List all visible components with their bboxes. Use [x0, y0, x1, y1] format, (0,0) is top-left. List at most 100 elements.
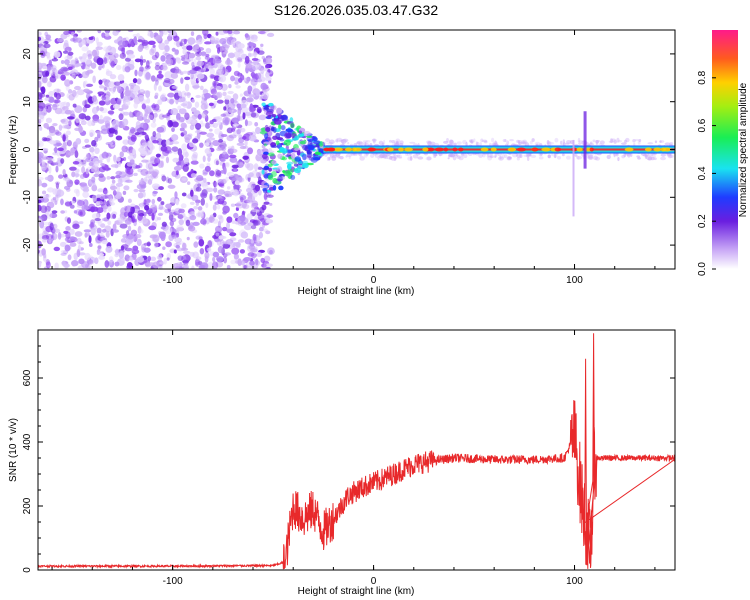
spectrogram-noise-blob — [241, 135, 247, 140]
spectrogram-halo-blob — [666, 153, 672, 157]
spectrogram-noise-blob — [186, 181, 191, 185]
spectrogram-noise-blob — [160, 55, 166, 62]
spectrogram-noise-blob — [245, 97, 254, 103]
spectrogram-noise-blob — [95, 46, 103, 51]
spectrogram-noise-blob — [210, 37, 218, 41]
spectrogram-noise-blob — [158, 70, 162, 75]
spectrogram-noise-blob — [188, 52, 196, 59]
spectrogram-halo-blob — [456, 153, 459, 158]
spectrogram-noise-blob — [57, 69, 63, 75]
spectrogram-halo-blob — [632, 138, 636, 143]
spectrogram-noise-blob — [53, 246, 60, 252]
spectrogram-noise-blob — [55, 194, 59, 203]
spectrogram-noise-blob — [165, 226, 173, 235]
spectrogram-halo-blob — [647, 156, 652, 161]
spectrogram-halo-blob — [557, 155, 561, 160]
spectrogram-halo-blob — [547, 154, 551, 159]
spectrogram-halo-blob — [417, 156, 424, 160]
spectrogram-noise-blob — [265, 230, 271, 235]
spectrogram-noise-blob — [218, 235, 225, 240]
spectrogram-noise-blob — [42, 76, 48, 84]
spectrogram-noise-blob — [42, 190, 47, 195]
spectrogram-halo-blob — [456, 141, 462, 145]
spectrogram-noise-blob — [182, 164, 189, 172]
spectrogram-noise-blob — [126, 217, 132, 225]
spectrogram-noise-blob — [226, 127, 233, 134]
spectrogram-noise-blob — [140, 202, 144, 209]
spectrogram-noise-blob — [56, 142, 63, 147]
spectrogram-noise-blob — [158, 85, 162, 92]
spectrogram-noise-blob — [60, 210, 66, 214]
spectrogram-noise-blob — [213, 100, 218, 106]
spectrogram-transition-blob — [261, 153, 268, 160]
spectrogram-halo-blob — [370, 153, 375, 158]
spectrogram-noise-blob — [108, 132, 114, 138]
spectrogram-noise-blob — [117, 45, 126, 52]
spectrogram-noise-blob — [174, 237, 182, 243]
spectrogram-noise-blob — [191, 154, 198, 162]
spectrogram-transition-blob — [301, 153, 307, 161]
spectrogram-noise-blob — [173, 249, 177, 254]
spectrogram-noise-blob — [131, 252, 137, 260]
spectrogram-noise-blob — [68, 93, 75, 101]
spectrogram-noise-blob — [122, 37, 127, 42]
spectrogram-noise-blob — [207, 240, 213, 248]
spectrogram-noise-blob — [89, 242, 93, 247]
spectrogram-noise-blob — [112, 229, 120, 233]
spectrogram-halo-blob — [345, 155, 348, 158]
spectrogram-halo-blob — [470, 140, 474, 144]
colorbar: 0.0 0.2 0.4 0.6 0.8 Normalized spectral ampl… — [697, 30, 749, 276]
spectrogram-noise-blob — [83, 186, 89, 190]
spectrogram-noise-blob — [123, 205, 128, 211]
spectrogram-halo-blob — [398, 143, 404, 146]
spectrogram-noise-blob — [151, 103, 156, 111]
spectrogram-noise-blob — [133, 188, 139, 193]
spectrogram-noise-blob — [148, 175, 154, 182]
spectrogram-noise-blob — [237, 43, 245, 49]
spectrogram-noise-blob — [103, 35, 112, 40]
spectrogram-noise-blob — [196, 60, 205, 67]
spectrogram-noise-blob — [192, 138, 199, 144]
spectrogram-halo-blob — [520, 141, 527, 144]
spectrogram-noise-blob — [172, 263, 181, 269]
spectrogram-noise-blob — [129, 159, 135, 165]
spectrogram-noise-blob — [145, 71, 151, 80]
spectrogram-transition-blob — [268, 167, 272, 172]
spectrogram-noise-blob — [65, 231, 71, 240]
spectrogram-noise-blob — [190, 80, 196, 86]
spectrogram-noise-blob — [232, 123, 239, 127]
spectrogram-noise-blob — [226, 264, 231, 269]
spectrogram-halo-blob — [506, 140, 510, 146]
spectrogram-halo-blob — [321, 141, 327, 146]
spectrogram-noise-blob — [58, 174, 64, 179]
spectrogram-noise-blob — [227, 52, 235, 59]
spectrogram-noise-blob — [151, 183, 160, 190]
spectrogram-halo-blob — [498, 156, 504, 161]
spectrogram-noise-blob — [61, 106, 69, 111]
spectrogram-noise-blob — [217, 189, 225, 195]
spectrogram-transition-blob — [302, 162, 309, 169]
spectrogram-noise-blob — [170, 108, 179, 116]
spectrogram-noise-blob — [67, 254, 72, 261]
spectrogram-noise-blob — [174, 50, 179, 56]
spectrogram-noise-blob — [257, 50, 265, 55]
spectrogram-noise-blob — [68, 120, 72, 127]
spectrogram-noise-blob — [107, 205, 112, 212]
spectrogram-noise-blob — [123, 185, 130, 191]
spectrogram-transition-blob — [276, 107, 283, 114]
spectrogram-noise-blob — [65, 226, 71, 231]
spectrogram-noise-blob — [98, 175, 106, 182]
spectrogram-noise-blob — [219, 158, 226, 162]
spectrogram-halo-blob — [476, 141, 480, 147]
spectrogram-noise-blob — [203, 177, 207, 183]
spectrogram-halo-blob — [371, 138, 377, 142]
spectrogram-noise-blob — [87, 166, 92, 170]
spectrogram-noise-blob — [96, 227, 102, 234]
spectrogram-noise-blob — [180, 77, 184, 84]
spectrogram-noise-blob — [45, 261, 51, 269]
spectrogram-noise-blob — [244, 55, 250, 64]
spectrogram-noise-blob — [257, 166, 263, 170]
spectrogram-noise-blob — [215, 160, 219, 166]
